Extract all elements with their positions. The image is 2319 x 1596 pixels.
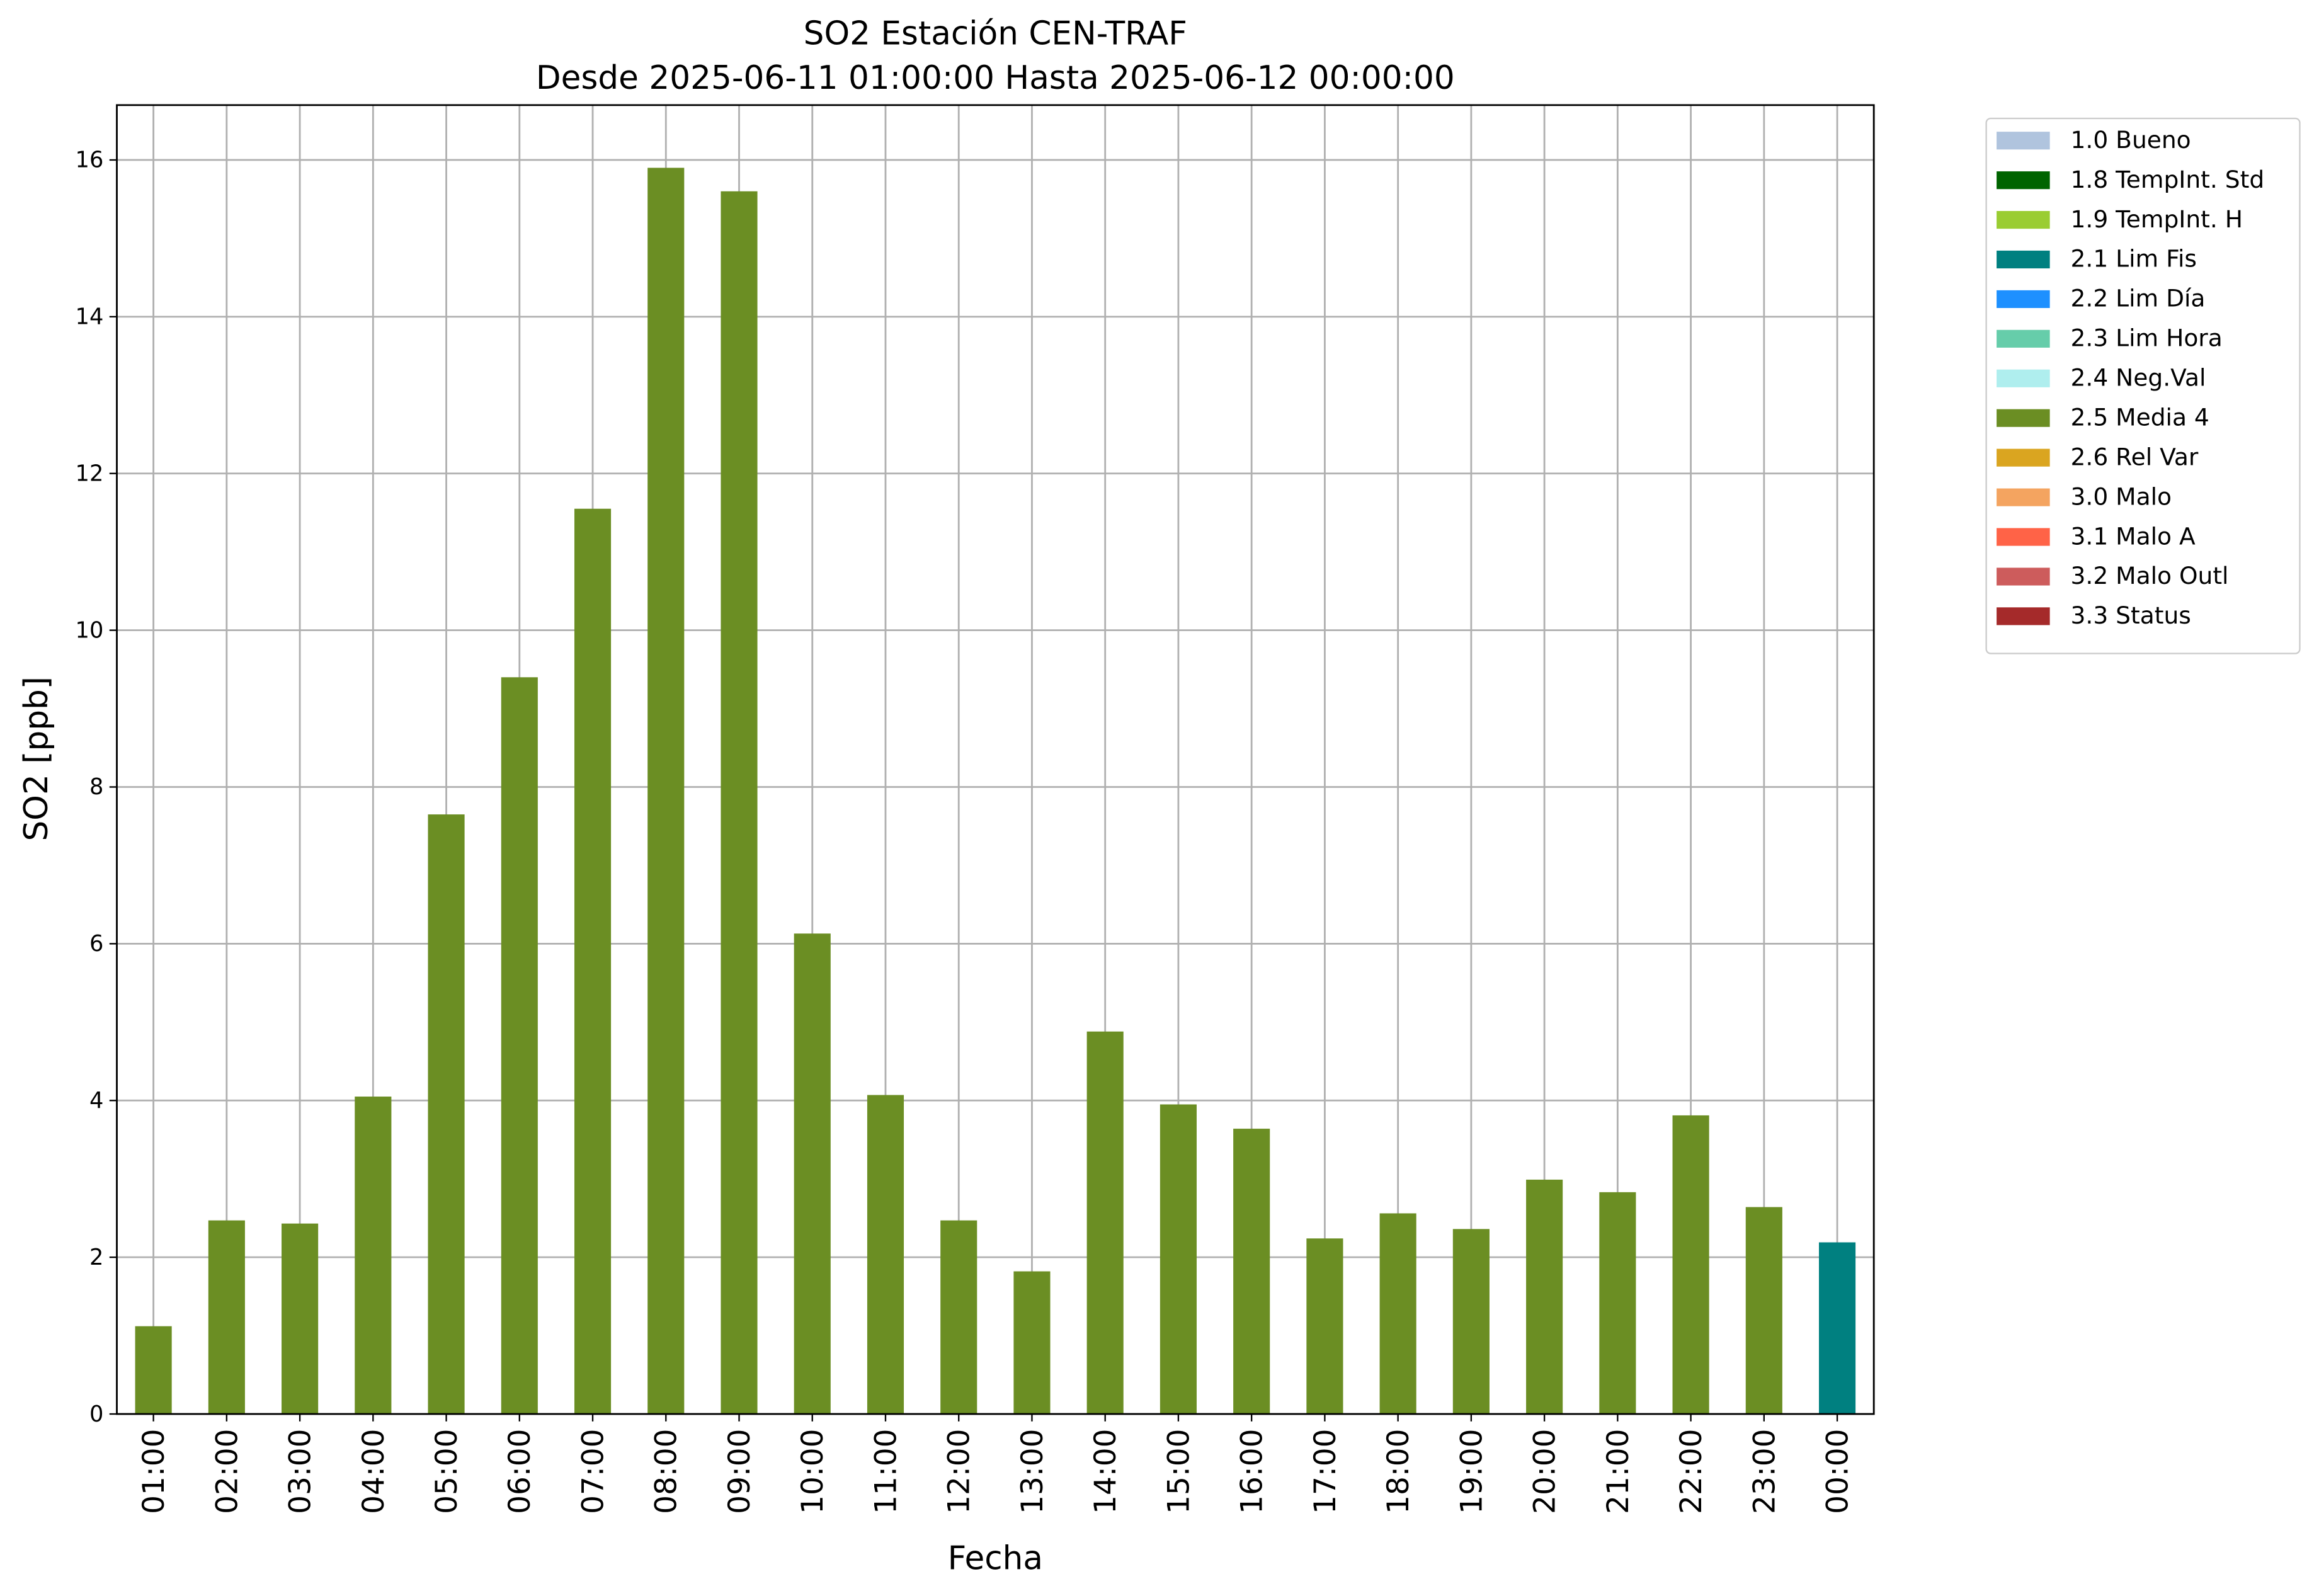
y-tick-label: 10 — [76, 617, 104, 643]
x-tick-label: 07:00 — [576, 1429, 610, 1514]
x-tick-label: 00:00 — [1821, 1429, 1855, 1514]
legend-swatch — [1997, 528, 2050, 546]
bar — [1745, 1207, 1782, 1415]
bar — [1599, 1192, 1636, 1415]
legend-swatch — [1997, 132, 2050, 150]
bar — [1672, 1115, 1709, 1415]
legend-label: 2.4 Neg.Val — [2071, 364, 2206, 392]
bar — [1013, 1271, 1051, 1415]
x-tick-label: 06:00 — [503, 1429, 537, 1514]
y-tick-label: 16 — [76, 147, 104, 173]
legend-label: 3.0 Malo — [2071, 482, 2172, 510]
x-tick-label: 13:00 — [1015, 1429, 1050, 1514]
legend-swatch — [1997, 250, 2050, 269]
x-tick-label: 23:00 — [1747, 1429, 1782, 1514]
x-tick-label: 12:00 — [942, 1429, 977, 1514]
x-tick-label: 09:00 — [722, 1429, 757, 1514]
legend-swatch — [1997, 369, 2050, 387]
bar — [721, 191, 758, 1415]
legend-label: 1.8 TempInt. Std — [2071, 166, 2265, 193]
y-tick-label: 0 — [89, 1401, 103, 1427]
legend-label: 2.6 Rel Var — [2071, 443, 2199, 470]
y-axis-label: SO2 [ppb] — [18, 676, 55, 841]
bar — [1452, 1229, 1490, 1415]
bar — [282, 1223, 319, 1415]
bar — [1379, 1213, 1416, 1415]
legend-label: 3.3 Status — [2071, 601, 2191, 629]
legend-swatch — [1997, 448, 2050, 467]
x-tick-label: 05:00 — [430, 1429, 464, 1514]
x-tick-label: 04:00 — [356, 1429, 391, 1514]
legend-label: 1.0 Bueno — [2071, 126, 2191, 154]
plot-frame — [116, 104, 1875, 1415]
x-tick-label: 14:00 — [1088, 1429, 1123, 1514]
x-tick-label: 08:00 — [649, 1429, 684, 1514]
legend-swatch — [1997, 409, 2050, 427]
x-tick-label: 16:00 — [1235, 1429, 1270, 1514]
bar — [940, 1220, 977, 1415]
bar — [1306, 1238, 1343, 1415]
bar — [501, 677, 538, 1415]
chart-subtitle: Desde 2025-06-11 01:00:00 Hasta 2025-06-… — [536, 59, 1455, 97]
x-tick-label: 02:00 — [210, 1429, 244, 1514]
bar — [208, 1220, 245, 1415]
legend-label: 3.1 Malo A — [2071, 522, 2196, 550]
x-tick-label: 10:00 — [795, 1429, 830, 1514]
legend-label: 1.9 TempInt. H — [2071, 205, 2243, 233]
y-tick-label: 8 — [89, 774, 103, 800]
legend-swatch — [1997, 567, 2050, 586]
bar — [647, 168, 685, 1415]
legend-swatch — [1997, 329, 2050, 348]
bar — [574, 508, 612, 1415]
bar — [1526, 1179, 1563, 1415]
legend-label: 2.5 Media 4 — [2071, 403, 2209, 431]
bar — [1160, 1104, 1197, 1415]
y-tick-label: 14 — [76, 304, 104, 330]
y-tick-label: 12 — [76, 460, 104, 486]
legend-swatch — [1997, 171, 2050, 190]
x-tick-label: 20:00 — [1528, 1429, 1563, 1514]
y-tick-label: 2 — [89, 1245, 103, 1270]
legend-swatch — [1997, 607, 2050, 625]
legend-label: 2.3 Lim Hora — [2071, 324, 2223, 352]
legend-label: 2.2 Lim Día — [2071, 285, 2206, 312]
x-tick-label: 22:00 — [1674, 1429, 1709, 1514]
x-tick-label: 01:00 — [137, 1429, 171, 1514]
x-axis-label: Fecha — [948, 1540, 1043, 1578]
x-tick-label: 21:00 — [1601, 1429, 1636, 1514]
legend-swatch — [1997, 210, 2050, 229]
x-tick-label: 19:00 — [1454, 1429, 1489, 1514]
chart-title: SO2 Estación CEN-TRAF — [804, 15, 1187, 53]
x-tick-label: 17:00 — [1308, 1429, 1343, 1514]
bar — [1086, 1031, 1124, 1415]
legend-swatch — [1997, 290, 2050, 309]
bar — [867, 1095, 904, 1415]
y-tick-label: 4 — [89, 1088, 103, 1114]
legend-label: 3.2 Malo Outl — [2071, 562, 2229, 590]
bar — [135, 1326, 172, 1415]
legend-box — [1985, 117, 2301, 654]
legend-label: 2.1 Lim Fis — [2071, 245, 2197, 273]
x-tick-label: 03:00 — [283, 1429, 318, 1514]
bar — [428, 814, 465, 1415]
bar — [1819, 1242, 1856, 1415]
x-tick-label: 11:00 — [869, 1429, 903, 1514]
y-tick-label: 6 — [89, 931, 103, 957]
bar — [1233, 1129, 1270, 1415]
x-tick-label: 18:00 — [1381, 1429, 1416, 1514]
bar — [794, 933, 831, 1415]
bar — [355, 1097, 392, 1415]
legend-swatch — [1997, 488, 2050, 506]
x-tick-label: 15:00 — [1161, 1429, 1196, 1514]
